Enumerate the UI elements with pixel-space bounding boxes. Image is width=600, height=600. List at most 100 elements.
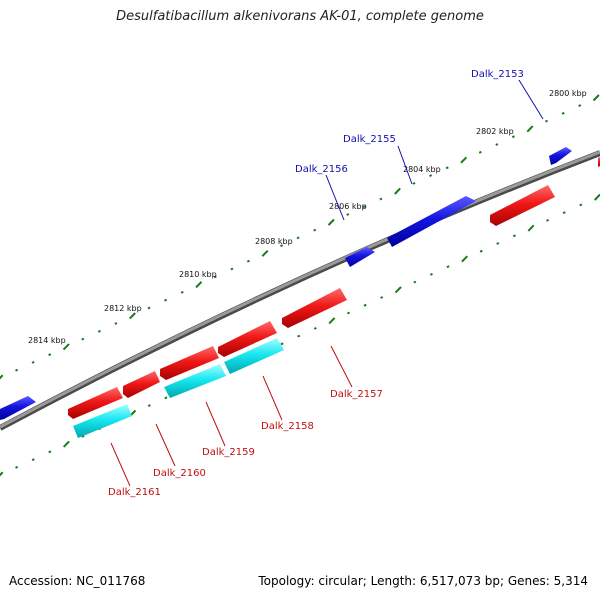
inner-ring-tick (479, 249, 483, 253)
scale-label-2806: 2806 kbp (329, 202, 367, 211)
outer-ring-tick (313, 228, 317, 232)
inner-tick-ring (0, 193, 600, 477)
outer-ring-tick (561, 111, 565, 115)
gene-label-dalk-2157: Dalk_2157 (330, 389, 383, 400)
inner-ring-tick (147, 404, 151, 407)
outer-ring-tick (429, 174, 433, 178)
leader-line-dalk-2160 (155, 423, 176, 467)
gene-arrow-dalk-2156[interactable] (345, 247, 375, 267)
inner-ring-tick (81, 434, 85, 438)
inner-ring-tick (280, 342, 284, 346)
outer-ring-tick (62, 343, 70, 351)
scale-label-2814: 2814 kbp (28, 336, 66, 345)
inner-ring-tick (512, 234, 516, 238)
outer-ring-tick (445, 166, 449, 170)
inner-ring-tick (429, 272, 433, 276)
genome-backbone (0, 150, 600, 429)
outer-ring-tick (81, 337, 85, 341)
outer-ring-tick (412, 181, 416, 185)
genome-backbone-shadow (0, 150, 600, 431)
outer-ring-tick (97, 329, 101, 333)
gene-arrow-dalk-2159[interactable] (160, 346, 219, 380)
scale-label-2802: 2802 kbp (476, 127, 514, 136)
scale-label-2810: 2810 kbp (179, 270, 217, 279)
outer-ring-tick (147, 306, 151, 310)
inner-ring-tick (346, 311, 351, 315)
rna-block-2[interactable] (164, 364, 226, 398)
inner-ring-tick (363, 303, 367, 307)
outer-ring-tick (346, 213, 350, 216)
gene-arrow-dalk-2153[interactable] (549, 147, 572, 165)
leader-line-dalk-2156 (325, 174, 345, 221)
outer-ring-tick (129, 312, 136, 320)
leader-line-dalk-2155 (397, 145, 413, 185)
outer-ring-tick (379, 197, 383, 201)
gene-arrow-dalk-2158[interactable] (218, 321, 277, 357)
map-title: Desulfatibacillum alkenivorans AK-01, co… (116, 9, 484, 24)
leader-line-dalk-2153 (518, 79, 544, 120)
leader-line-dalk-2161 (110, 442, 131, 487)
inner-ring-tick (593, 193, 600, 201)
inner-ring-tick (461, 255, 469, 263)
gene-label-dalk-2159: Dalk_2159 (202, 447, 255, 458)
gene-arrow-dalk-2161[interactable] (68, 387, 123, 419)
outer-ring-tick (327, 218, 335, 226)
outer-ring-tick (230, 267, 234, 271)
inner-ring-tick (562, 211, 566, 215)
scale-label-2804: 2804 kbp (403, 165, 441, 174)
gene-label-dalk-2155: Dalk_2155 (343, 134, 396, 145)
outer-tick-ring (0, 94, 600, 380)
gene-label-dalk-2158: Dalk_2158 (261, 421, 314, 432)
outer-ring-tick (394, 187, 401, 195)
inner-ring-tick (328, 317, 336, 325)
gene-arrow-dalk-2157[interactable] (282, 288, 347, 328)
outer-ring-tick (180, 290, 184, 294)
outer-ring-tick (48, 353, 52, 357)
inner-ring-tick (62, 440, 70, 448)
outer-ring-tick (195, 281, 203, 289)
outer-ring-tick (362, 205, 366, 209)
rna-block-3[interactable] (73, 404, 132, 438)
outer-ring-tick (511, 135, 515, 139)
rna-block-1[interactable] (224, 338, 284, 374)
scale-label-2800: 2800 kbp (549, 89, 587, 98)
inner-ring-tick (394, 286, 402, 294)
gene-arrow-left-edge[interactable] (0, 396, 36, 420)
accession-text: Accession: NC_011768 (9, 574, 146, 588)
outer-ring-tick (526, 125, 534, 133)
inner-ring-tick (164, 396, 168, 400)
leader-line-dalk-2159 (205, 401, 226, 447)
outer-ring-tick (164, 298, 168, 302)
gene-arrow-dalk-2160[interactable] (123, 371, 160, 398)
outer-ring-tick (213, 275, 217, 279)
outer-ring-tick (261, 249, 269, 257)
outer-ring-tick (592, 94, 600, 102)
inner-ring-tick (579, 203, 583, 207)
inner-ring-tick (413, 280, 417, 284)
inner-ring-tick (313, 326, 317, 330)
outer-ring-tick (460, 156, 468, 164)
scale-label-2808: 2808 kbp (255, 237, 293, 246)
outer-ring-tick (114, 322, 118, 325)
inner-ring-tick (546, 218, 550, 222)
leader-line-dalk-2157 (330, 345, 353, 388)
outer-ring-tick (280, 244, 284, 248)
inner-ring-tick (496, 242, 500, 245)
genome-summary-text: Topology: circular; Length: 6,517,073 bp… (258, 574, 588, 588)
leader-line-dalk-2158 (262, 375, 283, 421)
outer-ring-tick (246, 259, 250, 263)
inner-ring-tick (527, 224, 535, 232)
inner-ring-tick (48, 450, 52, 454)
inner-ring-tick (297, 334, 301, 338)
gene-arrow-dalk-2155[interactable] (387, 196, 476, 247)
scale-label-2812: 2812 kbp (104, 304, 142, 313)
outer-ring-tick (296, 236, 300, 240)
gene-arrow-dalk-2154[interactable] (490, 185, 555, 226)
inner-ring-tick (446, 265, 450, 269)
gene-label-dalk-2160: Dalk_2160 (153, 468, 206, 479)
outer-ring-tick (578, 104, 582, 107)
outer-ring-tick (545, 119, 549, 123)
inner-ring-tick (0, 471, 4, 477)
outer-ring-tick (15, 368, 19, 372)
